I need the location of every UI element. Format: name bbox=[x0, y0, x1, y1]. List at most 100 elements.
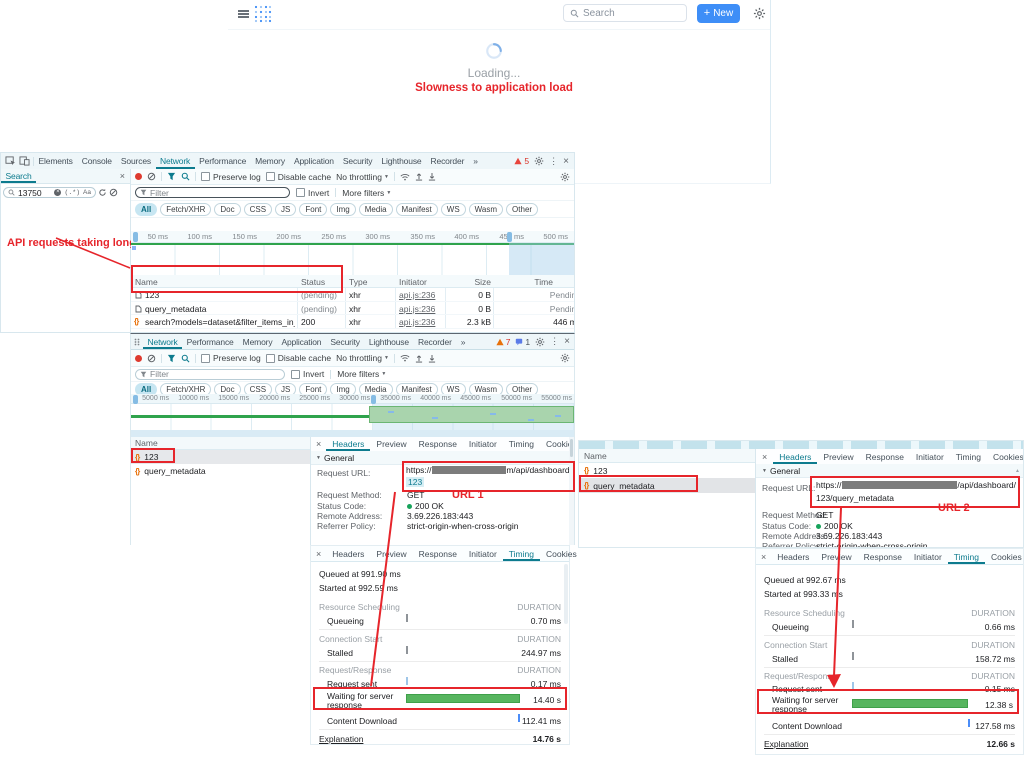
timeline-ruler[interactable]: 5000 ms 10000 ms 15000 ms 20000 ms 25000… bbox=[131, 394, 574, 404]
initiator-link[interactable]: api.js:236 bbox=[399, 290, 436, 300]
chip-wasm[interactable]: Wasm bbox=[468, 202, 504, 216]
chip-fetchxhr[interactable]: Fetch/XHR bbox=[160, 202, 212, 216]
chip-all[interactable]: All bbox=[135, 202, 158, 216]
detail-tab-timing[interactable]: Timing bbox=[948, 549, 985, 564]
explanation-link[interactable]: Explanation bbox=[764, 739, 809, 749]
chip-other[interactable]: Other bbox=[506, 202, 539, 216]
table-row[interactable]: {} search?models=dataset&filter_items_in… bbox=[131, 315, 574, 329]
tab-application[interactable]: Application bbox=[293, 156, 334, 166]
tab-performance[interactable]: Performance bbox=[199, 156, 247, 166]
clear-input-icon[interactable]: × bbox=[54, 189, 62, 196]
detail-tab-initiator[interactable]: Initiator bbox=[915, 451, 944, 462]
detail-tab-timing[interactable]: Timing bbox=[955, 451, 981, 462]
disable-cache-checkbox[interactable]: Disable cache bbox=[265, 353, 331, 363]
detail-tab-preview[interactable]: Preview bbox=[823, 451, 854, 462]
more-tabs-icon[interactable]: » bbox=[473, 156, 478, 166]
detail-tab-headers[interactable]: Headers bbox=[777, 551, 810, 562]
clear-icon[interactable] bbox=[109, 188, 118, 197]
range-handle[interactable] bbox=[507, 232, 512, 242]
tab-memory[interactable]: Memory bbox=[242, 336, 273, 347]
network-conditions-icon[interactable] bbox=[400, 354, 410, 362]
warning-icon[interactable]: 7 bbox=[496, 337, 510, 347]
search-pane-tab[interactable]: Search bbox=[1, 169, 36, 183]
detail-tab-initiator[interactable]: Initiator bbox=[468, 439, 497, 449]
detail-tab-headers[interactable]: Headers bbox=[773, 449, 817, 464]
clear-icon[interactable] bbox=[147, 172, 156, 181]
refresh-icon[interactable] bbox=[98, 188, 107, 197]
preserve-log-checkbox[interactable]: Preserve log bbox=[201, 353, 261, 363]
more-filters-button[interactable]: More filters ▼ bbox=[337, 369, 387, 379]
device-toolbar-icon[interactable] bbox=[19, 156, 30, 166]
detail-tab-headers[interactable]: Headers bbox=[326, 437, 370, 451]
tab-performance[interactable]: Performance bbox=[186, 336, 234, 347]
range-handle[interactable] bbox=[133, 232, 138, 242]
tab-lighthouse[interactable]: Lighthouse bbox=[368, 336, 409, 347]
app-logo[interactable] bbox=[253, 4, 273, 24]
scrollbar[interactable] bbox=[569, 437, 574, 545]
tab-console[interactable]: Console bbox=[81, 156, 112, 166]
chip-manifest[interactable]: Manifest bbox=[395, 202, 438, 216]
warning-icon[interactable]: 5 bbox=[514, 156, 529, 166]
search-icon[interactable] bbox=[181, 354, 190, 363]
tab-security[interactable]: Security bbox=[330, 336, 360, 347]
clear-icon[interactable] bbox=[147, 354, 156, 363]
invert-checkbox[interactable]: Invert bbox=[296, 188, 329, 198]
more-filters-button[interactable]: More filters ▼ bbox=[342, 187, 392, 198]
filter-input[interactable]: Filter bbox=[135, 187, 290, 198]
table-row[interactable]: query_metadata (pending) xhr api.js:236 … bbox=[131, 302, 574, 315]
export-har-icon[interactable] bbox=[428, 172, 436, 181]
general-section-header[interactable]: ▼ General bbox=[311, 451, 574, 465]
initiator-link[interactable]: api.js:236 bbox=[399, 303, 436, 314]
search-input[interactable]: Search bbox=[563, 4, 687, 22]
gear-icon[interactable] bbox=[560, 353, 570, 363]
inspect-icon[interactable] bbox=[5, 156, 16, 166]
record-icon[interactable] bbox=[135, 173, 142, 180]
menu-icon[interactable] bbox=[238, 10, 249, 18]
import-har-icon[interactable] bbox=[415, 172, 423, 181]
import-har-icon[interactable] bbox=[415, 354, 423, 363]
chip-css[interactable]: CSS bbox=[243, 202, 273, 216]
tab-recorder[interactable]: Recorder bbox=[430, 156, 465, 166]
detail-tab-cookies[interactable]: Cookies bbox=[546, 439, 575, 449]
table-row[interactable]: 123 (pending) xhr api.js:236 0 B Pending bbox=[131, 288, 574, 302]
close-details-icon[interactable]: × bbox=[761, 551, 767, 562]
tab-network[interactable]: Network bbox=[143, 334, 182, 349]
close-details-icon[interactable]: × bbox=[316, 548, 322, 559]
tab-application[interactable]: Application bbox=[281, 336, 322, 347]
detail-tab-initiator[interactable]: Initiator bbox=[913, 551, 942, 562]
gear-icon[interactable] bbox=[560, 172, 570, 182]
detail-tab-response[interactable]: Response bbox=[863, 551, 902, 562]
timeline-ruler[interactable]: 50 ms 100 ms 150 ms 200 ms 250 ms 300 ms… bbox=[131, 231, 574, 243]
filter-icon[interactable] bbox=[167, 172, 176, 181]
close-details-icon[interactable]: × bbox=[316, 439, 322, 449]
waterfall-overview[interactable] bbox=[131, 404, 574, 430]
detail-tab-response[interactable]: Response bbox=[418, 548, 457, 559]
chip-doc[interactable]: Doc bbox=[214, 202, 241, 216]
tab-elements[interactable]: Elements bbox=[38, 156, 73, 166]
chip-media[interactable]: Media bbox=[358, 202, 393, 216]
detail-tab-response[interactable]: Response bbox=[418, 439, 457, 449]
close-icon[interactable]: × bbox=[119, 171, 125, 181]
new-button[interactable]: + New bbox=[697, 4, 740, 23]
disable-cache-checkbox[interactable]: Disable cache bbox=[265, 172, 331, 182]
range-handle[interactable] bbox=[133, 394, 138, 404]
gear-icon[interactable] bbox=[535, 337, 545, 347]
chip-js[interactable]: JS bbox=[275, 202, 297, 216]
dots-menu-icon[interactable]: ⋮ bbox=[549, 155, 559, 166]
detail-tab-preview[interactable]: Preview bbox=[376, 439, 407, 449]
detail-tab-response[interactable]: Response bbox=[865, 451, 904, 462]
more-tabs-icon[interactable]: » bbox=[460, 336, 466, 347]
detail-tab-timing[interactable]: Timing bbox=[503, 546, 540, 561]
scroll-up-icon[interactable]: ▲ bbox=[1015, 467, 1020, 474]
general-section-header[interactable]: ▼ General ▲ bbox=[756, 464, 1023, 478]
tab-sources[interactable]: Sources bbox=[120, 156, 152, 166]
tab-lighthouse[interactable]: Lighthouse bbox=[381, 156, 422, 166]
close-icon[interactable]: × bbox=[563, 155, 569, 167]
request-row-123[interactable]: {} 123 bbox=[584, 465, 608, 476]
search-icon[interactable] bbox=[181, 172, 190, 181]
dock-icon[interactable] bbox=[134, 338, 140, 346]
detail-tab-headers[interactable]: Headers bbox=[332, 548, 365, 559]
request-url-value[interactable]: https://m/api/dashboard/ 123 bbox=[406, 465, 572, 487]
match-case-icon[interactable]: Aa bbox=[83, 189, 91, 196]
throttling-select[interactable]: No throttling ▼ bbox=[336, 171, 389, 182]
